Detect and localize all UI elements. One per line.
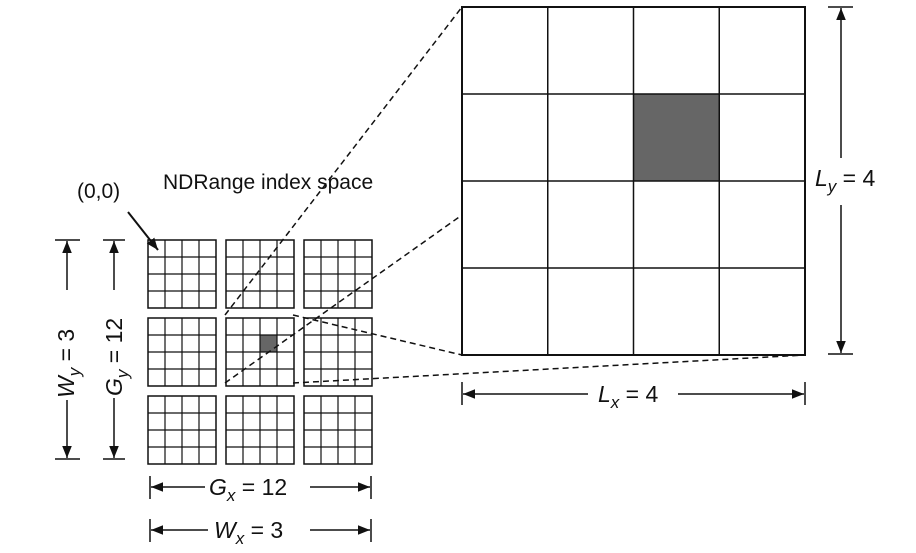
work-group bbox=[225, 317, 295, 387]
lx-label: Lx = 4 bbox=[598, 381, 659, 412]
work-group bbox=[303, 395, 373, 465]
gx-eq: = 12 bbox=[235, 474, 287, 500]
work-group bbox=[303, 239, 373, 309]
work-group bbox=[303, 317, 373, 387]
origin-label: (0,0) bbox=[77, 180, 120, 203]
work-group bbox=[147, 395, 217, 465]
gx-var: G bbox=[209, 474, 227, 500]
wy-sub: y bbox=[65, 366, 84, 377]
gy-label: Gy = 12 bbox=[101, 318, 132, 396]
projection-line-top-left bbox=[224, 6, 463, 316]
gy-eq: = 12 bbox=[101, 318, 127, 370]
gy-sub: y bbox=[113, 368, 132, 379]
gx-label: Gx = 12 bbox=[209, 474, 287, 505]
dimension-arrows bbox=[55, 6, 853, 542]
wy-var: W bbox=[53, 374, 79, 398]
zoomed-work-group-grid bbox=[461, 6, 806, 356]
zoomed-highlighted-work-item bbox=[633, 94, 720, 181]
ly-sub: y bbox=[827, 177, 838, 196]
gy-var: G bbox=[101, 378, 127, 396]
wx-eq: = 3 bbox=[244, 517, 283, 543]
projection-line-bottom-right bbox=[292, 354, 806, 384]
work-group bbox=[147, 317, 217, 387]
ly-var: L bbox=[815, 165, 828, 191]
wx-var: W bbox=[214, 517, 238, 543]
wx-sub: x bbox=[235, 529, 245, 548]
gx-sub: x bbox=[226, 486, 236, 505]
lx-eq: = 4 bbox=[619, 381, 658, 407]
work-group bbox=[225, 395, 295, 465]
projection-line-bottom-left bbox=[224, 214, 463, 384]
ndrange-work-group-grid bbox=[147, 239, 373, 465]
zoom-projection-lines bbox=[224, 6, 806, 384]
wy-eq: = 3 bbox=[53, 329, 79, 368]
index-space-title: NDRange index space bbox=[163, 171, 373, 194]
ly-eq: = 4 bbox=[836, 165, 875, 191]
ly-label: Ly = 4 bbox=[815, 165, 876, 196]
work-group bbox=[147, 239, 217, 309]
lx-sub: x bbox=[610, 393, 620, 412]
wy-label: Wy = 3 bbox=[53, 329, 84, 398]
origin-arrow bbox=[127, 211, 159, 251]
highlighted-work-item bbox=[260, 335, 277, 352]
projection-line-top-right bbox=[292, 314, 463, 356]
work-group bbox=[225, 239, 295, 309]
lx-var: L bbox=[598, 381, 611, 407]
wx-label: Wx = 3 bbox=[214, 517, 283, 548]
